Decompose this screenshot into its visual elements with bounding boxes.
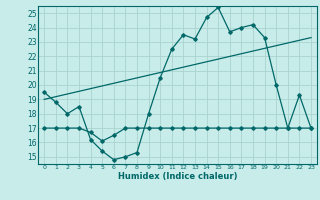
X-axis label: Humidex (Indice chaleur): Humidex (Indice chaleur) — [118, 172, 237, 181]
